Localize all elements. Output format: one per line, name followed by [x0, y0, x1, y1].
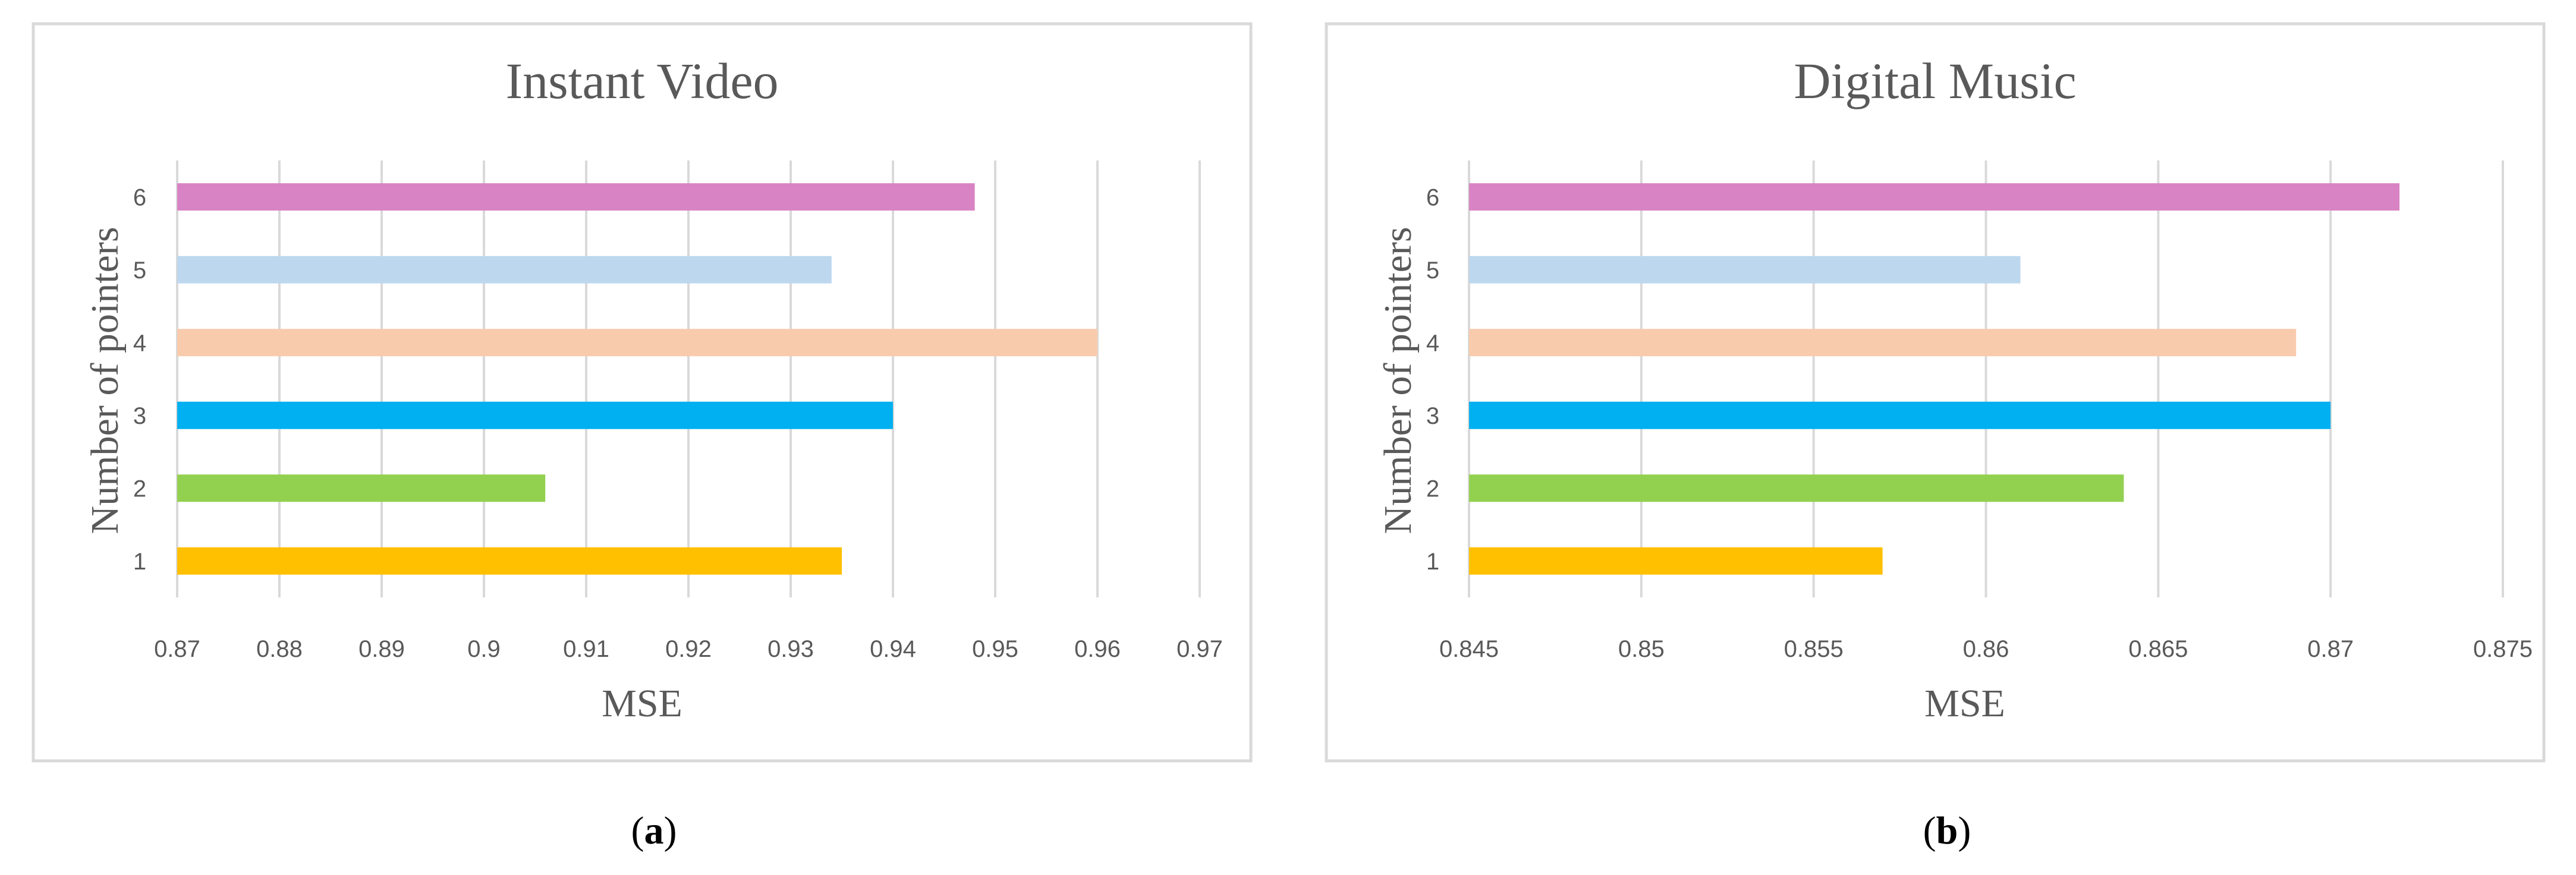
caption-close-paren: )	[1958, 809, 1971, 852]
y-tick-label: 4	[133, 330, 146, 356]
y-tick-label: 1	[133, 549, 146, 575]
caption-a: (a)	[30, 808, 1278, 854]
x-tick-label: 0.88	[256, 636, 303, 662]
y-tick-label: 6	[133, 184, 146, 210]
y-tick-label: 5	[133, 257, 146, 284]
y-tick-label: 5	[1426, 257, 1439, 284]
chart-title: Instant Video	[505, 52, 778, 109]
chart-frame	[1325, 22, 2546, 763]
x-tick-label: 0.95	[972, 636, 1018, 662]
caption-open-paren: (	[1923, 809, 1936, 852]
bar-pointers-2	[177, 474, 546, 502]
x-tick-label: 0.865	[2128, 636, 2188, 662]
bar-pointers-4	[177, 329, 1097, 357]
x-tick-label: 0.855	[1784, 636, 1844, 662]
bar-pointers-6	[177, 183, 975, 211]
x-tick-label: 0.845	[1439, 636, 1499, 662]
x-tick-label: 0.97	[1177, 636, 1223, 662]
bar-pointers-2	[1469, 474, 2124, 502]
x-tick-label: 0.875	[2473, 636, 2533, 662]
bar-pointers-1	[177, 547, 842, 575]
y-axis-label: Number of pointers	[83, 227, 127, 534]
bar-pointers-3	[1469, 401, 2331, 429]
y-tick-label: 6	[1426, 184, 1439, 210]
x-tick-label: 0.89	[358, 636, 405, 662]
x-tick-label: 0.94	[870, 636, 916, 662]
x-tick-label: 0.92	[665, 636, 712, 662]
x-axis-label: MSE	[602, 682, 682, 725]
caption-letter: b	[1936, 809, 1958, 852]
x-tick-label: 0.86	[1963, 636, 2009, 662]
caption-letter: a	[644, 809, 664, 852]
y-tick-label: 4	[1426, 330, 1439, 356]
bar-pointers-1	[1469, 547, 1883, 575]
chart-title: Digital Music	[1794, 52, 2076, 109]
bar-pointers-3	[177, 401, 893, 429]
y-tick-label: 1	[1426, 549, 1439, 575]
chart-digital-music: 0.845 0.85 0.855 0.86 0.865 0.87 0.875 1 2 3 4 5 6 Di…	[1325, 22, 2546, 763]
y-tick-label: 2	[133, 476, 146, 502]
x-tick-label: 0.93	[768, 636, 814, 662]
chart-panel-b: 0.845 0.85 0.855 0.86 0.865 0.87 0.875 1 2 3 4 5 6 Di…	[1323, 0, 2571, 875]
x-tick-label: 0.87	[2307, 636, 2354, 662]
y-tick-label: 3	[133, 403, 146, 429]
bar-pointers-6	[1469, 183, 2400, 211]
x-tick-label: 0.87	[154, 636, 200, 662]
x-tick-label: 0.9	[467, 636, 501, 662]
x-tick-label: 0.91	[563, 636, 609, 662]
bar-pointers-5	[1469, 256, 2021, 284]
caption-open-paren: (	[631, 809, 644, 852]
y-tick-label: 2	[1426, 476, 1439, 502]
x-tick-label: 0.85	[1618, 636, 1665, 662]
chart-frame	[32, 22, 1253, 763]
y-axis-label: Number of pointers	[1376, 227, 1420, 534]
x-tick-label: 0.96	[1074, 636, 1121, 662]
chart-panel-a: 0.87 0.88 0.89 0.9 0.91 0.92 0.93 0.94 0.95 0.96 0…	[30, 0, 1278, 875]
y-tick-label: 3	[1426, 403, 1439, 429]
x-axis-label: MSE	[1924, 682, 2005, 725]
chart-instant-video: 0.87 0.88 0.89 0.9 0.91 0.92 0.93 0.94 0.95 0.96 0…	[32, 22, 1253, 763]
caption-close-paren: )	[663, 809, 677, 852]
bar-pointers-5	[177, 256, 832, 284]
bar-pointers-4	[1469, 329, 2297, 357]
caption-b: (b)	[1323, 808, 2571, 854]
